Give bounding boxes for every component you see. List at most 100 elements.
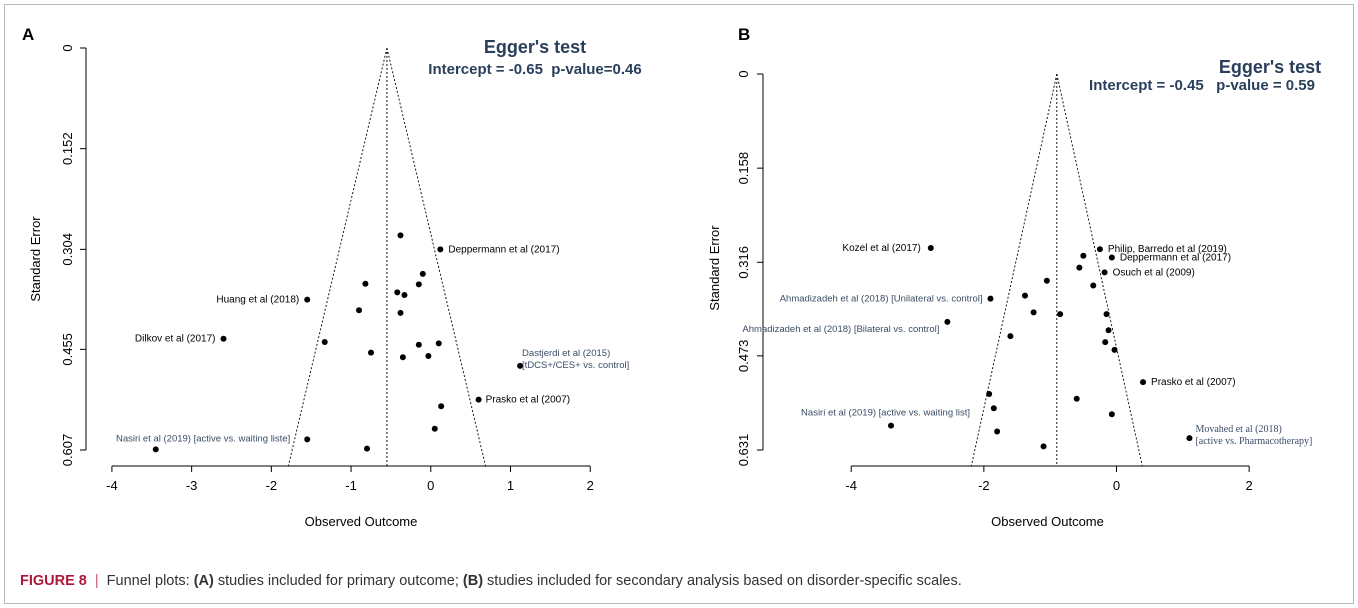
study-point — [220, 335, 227, 342]
caption-b-text: studies included for secondary analysis … — [483, 573, 962, 589]
x-tick-label: -2 — [978, 478, 990, 493]
egger-test-title: Egger's test — [1219, 57, 1321, 77]
study-point — [1043, 277, 1050, 284]
y-tick-label: 0.152 — [60, 132, 75, 165]
study-point — [1096, 246, 1103, 253]
study-point — [425, 352, 432, 359]
study-label-deppermann-et-al-2017: Deppermann et al (2017) — [1120, 253, 1231, 264]
study-point — [438, 403, 445, 410]
study-label-kozel-et-al-2017: Kozel et al (2017) — [842, 243, 920, 254]
y-tick-label: 0.607 — [60, 434, 75, 467]
study-label-huang-et-al-2018: Huang et al (2018) — [216, 295, 299, 306]
study-label-dilkov-et-al-2017: Dilkov et al (2017) — [135, 334, 216, 345]
study-point — [990, 405, 997, 412]
y-tick-label: 0.158 — [736, 152, 751, 185]
study-point — [475, 396, 482, 403]
study-point — [1076, 264, 1083, 271]
figure-caption: FIGURE 8 | Funnel plots: (A) studies inclu… — [20, 572, 1340, 590]
caption-separator: | — [94, 573, 99, 589]
x-tick-label: -4 — [845, 478, 857, 493]
study-point — [1186, 435, 1193, 442]
study-label-philip-barredo-et-al-2019: Philip, Barredo et al (2019) — [1108, 244, 1227, 255]
study-point — [394, 289, 401, 296]
y-tick-label: 0.473 — [736, 340, 751, 373]
study-point — [362, 280, 369, 287]
study-point — [1057, 311, 1064, 318]
caption-intro: Funnel plots: — [106, 573, 194, 589]
y-axis-title: Standard Error — [707, 225, 722, 311]
study-label-prasko-et-al-2007: Prasko et al (2007) — [486, 395, 571, 406]
study-point — [152, 446, 159, 453]
y-axis-title: Standard Error — [28, 216, 43, 302]
x-tick-label: 1 — [507, 478, 514, 493]
study-point — [397, 309, 404, 316]
study-point — [399, 354, 406, 361]
x-axis-title: Observed Outcome — [305, 514, 418, 529]
funnel-right-edge — [386, 47, 487, 469]
study-label-ahmadizadeh-et-al-2018-unilateral-vs-control: Ahmadizadeh et al (2018) [Unilateral vs.… — [780, 294, 983, 305]
study-label-ahmadizadeh-et-al-2018-bilateral-vs-control: Ahmadizadeh et al (2018) [Bilateral vs. … — [742, 324, 939, 335]
study-point — [1111, 346, 1118, 353]
study-point — [397, 232, 404, 239]
study-point — [321, 339, 328, 346]
study-point — [517, 362, 524, 369]
panel-a: A 0 0.152 0.304 0.455 0.607 -4 -3 -2 -1 0 1 2 Observe… — [22, 25, 642, 529]
y-tick-label: 0 — [60, 44, 75, 51]
study-point — [419, 270, 426, 277]
funnel-left-edge — [970, 73, 1058, 467]
funnel-left-edge — [287, 47, 388, 469]
study-point — [987, 295, 994, 302]
study-point — [367, 349, 374, 356]
study-point — [1021, 292, 1028, 299]
study-point — [927, 244, 934, 251]
y-tick-label: 0.316 — [736, 246, 751, 279]
y-tick-label: 0.455 — [60, 333, 75, 366]
panel-letter: B — [738, 25, 750, 44]
study-point — [435, 340, 442, 347]
x-tick-label: 2 — [1246, 478, 1253, 493]
study-point — [1007, 333, 1014, 340]
study-point — [304, 436, 311, 443]
study-point — [364, 445, 371, 452]
study-label-prasko-et-al-2007: Prasko et al (2007) — [1151, 377, 1236, 388]
x-tick-label: 2 — [587, 478, 594, 493]
study-point — [1102, 339, 1109, 346]
y-tick-label: 0.631 — [736, 434, 751, 467]
caption-b-tag: (B) — [462, 573, 484, 589]
caption-a-text: studies included for primary outcome; — [213, 573, 463, 589]
study-label-movahed-et-al-2018: Movahed et al (2018) — [1195, 424, 1281, 435]
study-point — [1105, 327, 1112, 334]
egger-test-result: Intercept = -0.45 p-value = 0.59 — [1089, 77, 1315, 94]
study-point — [415, 281, 422, 288]
study-label-nasiri-et-al-2019-active-vs-waiting-liste: Nasiri et al (2019) [active vs. waiting … — [116, 433, 290, 444]
x-tick-label: -3 — [186, 478, 198, 493]
caption-a-tag: (A) — [193, 573, 214, 589]
study-point — [888, 422, 895, 429]
study-point — [1103, 311, 1110, 318]
x-tick-label: -1 — [345, 478, 357, 493]
study-point — [994, 428, 1001, 435]
study-point — [304, 296, 311, 303]
study-point — [431, 425, 438, 432]
egger-test-title: Egger's test — [484, 37, 586, 57]
study-point — [1080, 252, 1087, 259]
study-point — [1090, 282, 1097, 289]
study-point — [401, 292, 408, 299]
study-point — [356, 307, 363, 314]
x-tick-label: -2 — [266, 478, 278, 493]
study-point — [986, 390, 993, 397]
study-label-nasiri-et-al-2019-active-vs-waiting-list: Nasiri et al (2019) [active vs. waiting … — [801, 408, 970, 419]
y-tick-label: 0 — [736, 70, 751, 77]
study-label-tdcs-ces-vs-control: [tDCS+/CES+ vs. control] — [522, 360, 629, 371]
egger-test-result: Intercept = -0.65 p-value=0.46 — [428, 61, 641, 78]
study-point — [415, 341, 422, 348]
study-point — [1101, 269, 1108, 276]
study-point — [1108, 254, 1115, 261]
x-axis-title: Observed Outcome — [991, 514, 1104, 529]
study-point — [1108, 411, 1115, 418]
study-point — [1073, 395, 1080, 402]
figure-frame — [4, 4, 1354, 604]
x-tick-label: -4 — [106, 478, 118, 493]
x-tick-label: 0 — [1113, 478, 1120, 493]
study-point — [1140, 379, 1147, 386]
